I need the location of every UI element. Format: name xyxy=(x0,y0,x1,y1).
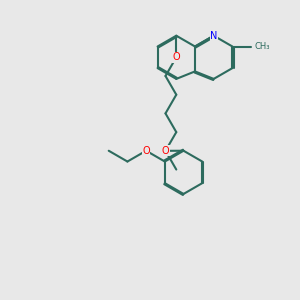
Text: O: O xyxy=(142,146,150,156)
Text: N: N xyxy=(210,31,218,41)
Text: O: O xyxy=(162,146,169,156)
Text: O: O xyxy=(172,52,180,62)
Text: CH₃: CH₃ xyxy=(254,42,270,51)
